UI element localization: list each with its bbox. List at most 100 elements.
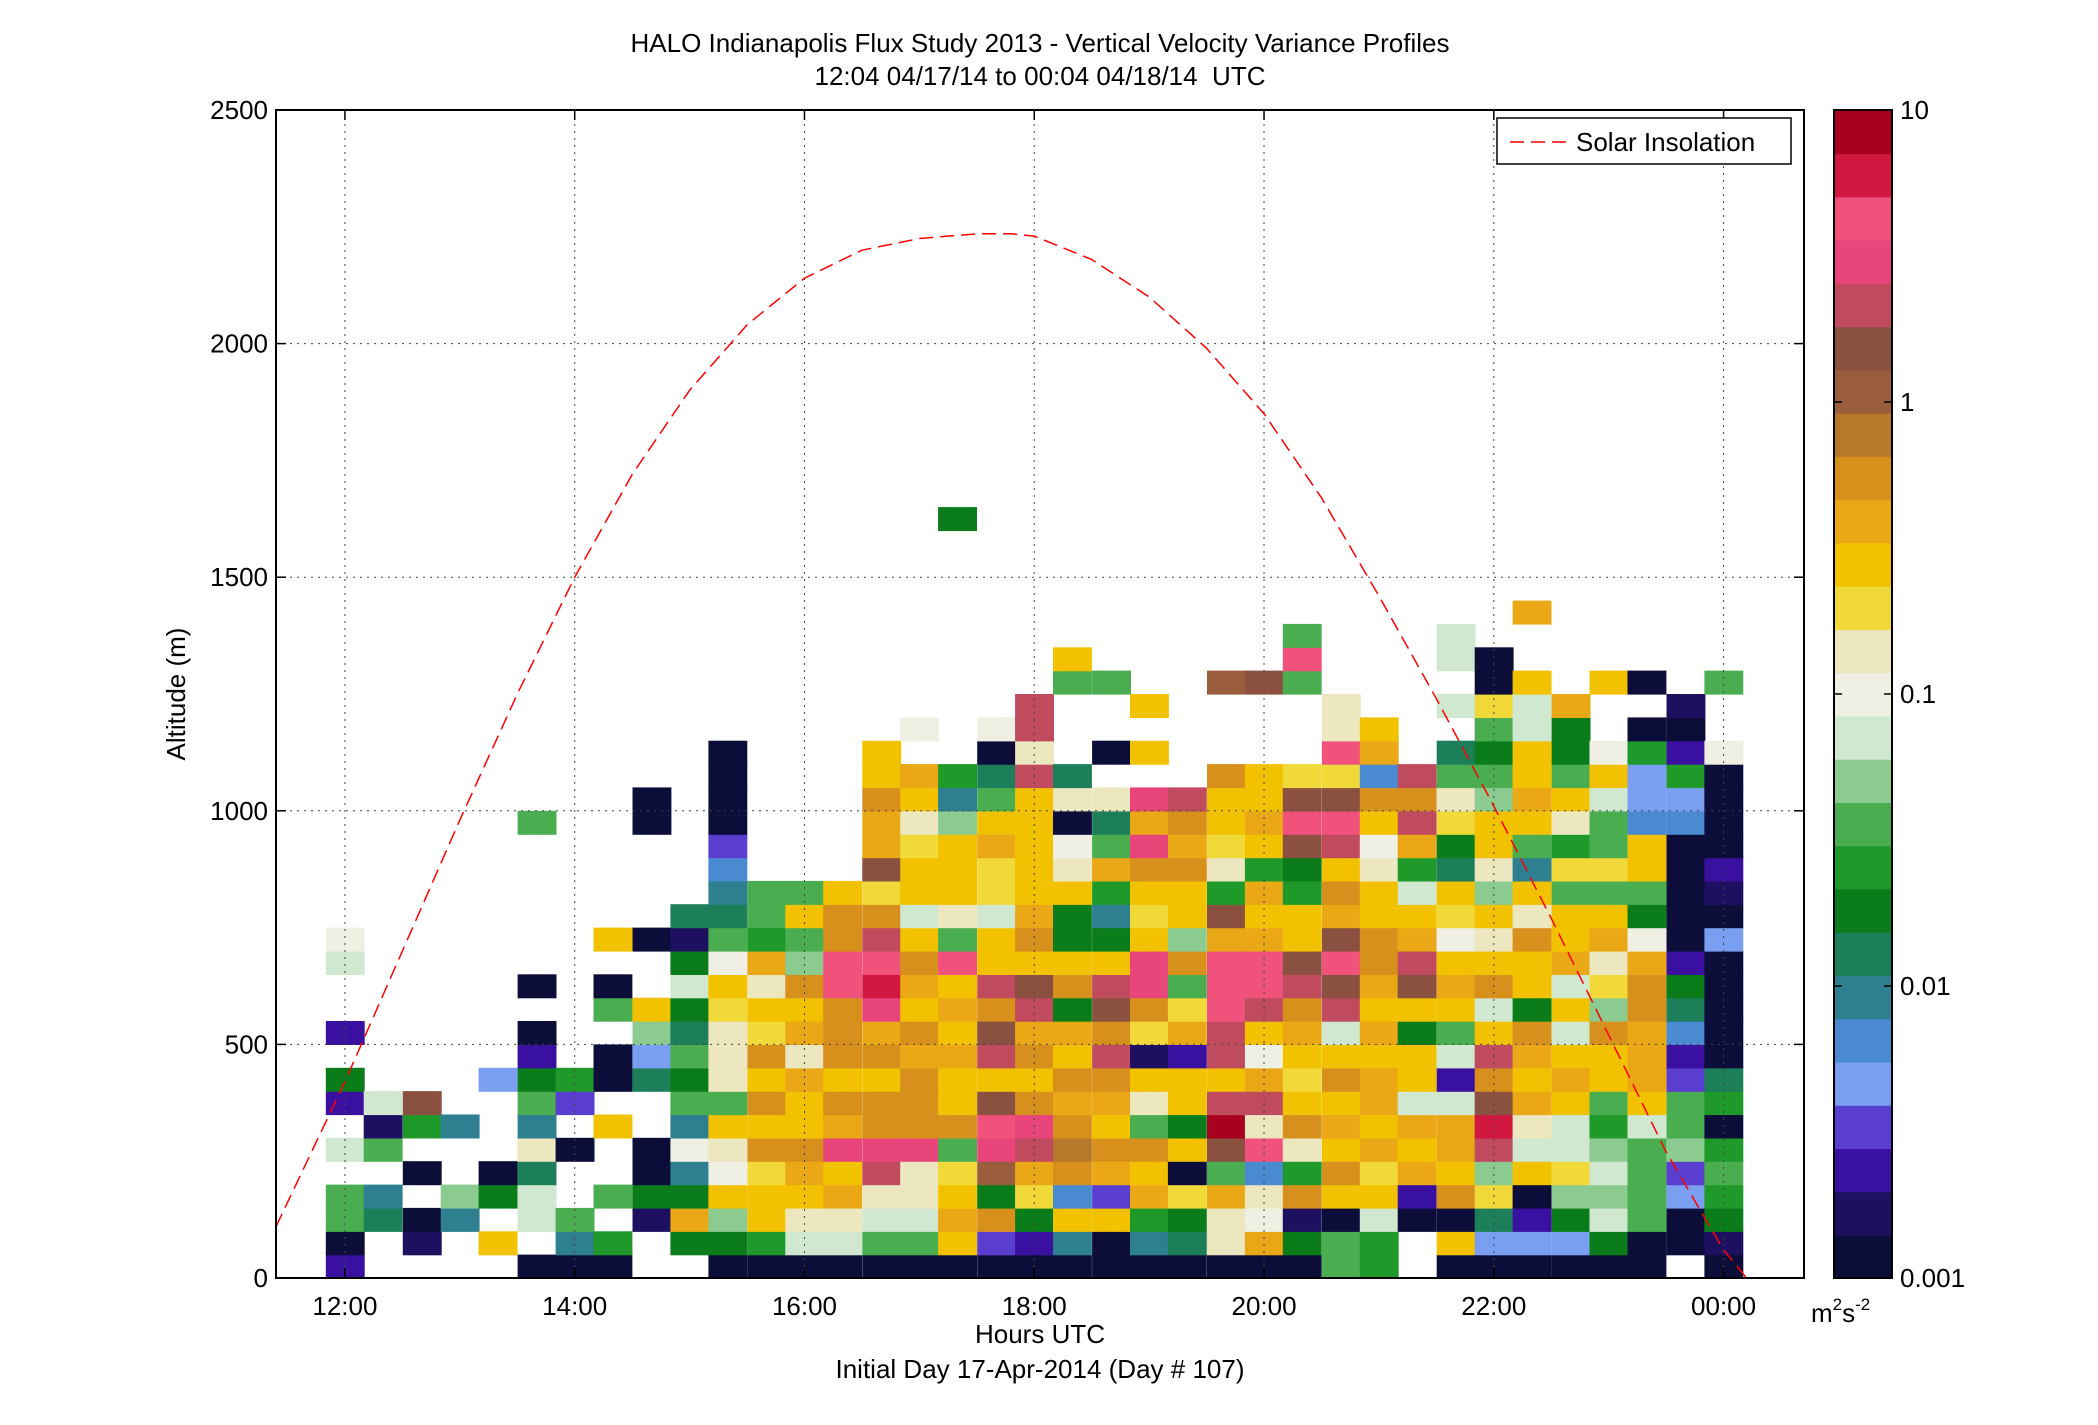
heatmap-cell [1551,717,1591,742]
heatmap-cell [670,1044,710,1069]
x-axis-label: Hours UTC [975,1319,1105,1349]
heatmap-cell [785,1067,825,1092]
heatmap-cell [708,904,748,929]
heatmap-cell [938,1021,977,1045]
heatmap-cell [900,904,940,929]
heatmap-cell [1704,1137,1744,1162]
heatmap-cell [1167,904,1207,929]
heatmap-cell [708,1067,748,1092]
heatmap-cell [1092,1044,1131,1069]
heatmap-cell [1512,764,1552,789]
heatmap-cell [1130,740,1169,765]
heatmap-cell [1666,904,1706,929]
heatmap-cell [1436,1021,1476,1045]
heatmap-cell [1589,1114,1629,1139]
heatmap-cell [1589,927,1629,952]
heatmap-cell [402,1114,442,1139]
heatmap-cell [1282,1207,1322,1232]
heatmap-cell [1282,764,1322,789]
heatmap-cell [1666,717,1706,742]
heatmap-cell [593,1114,633,1139]
heatmap-cell [1167,997,1207,1022]
heatmap-cell [1359,904,1399,929]
heatmap-cell [1359,1207,1399,1232]
heatmap-cell [1282,951,1322,975]
heatmap-cell [1282,974,1322,999]
unit-base: m [1811,1298,1833,1328]
heatmap-cell [1512,1044,1552,1069]
heatmap-cell [1359,880,1399,905]
heatmap-cell [517,1137,557,1162]
heatmap-cell [938,1091,977,1116]
heatmap-cell [1092,1137,1131,1162]
heatmap-cell [1282,997,1322,1022]
heatmap-cell [938,1067,977,1092]
axis-ticks: 12:00 14:00 16:00 18:00 20:00 22:00 00:00 0 500 1… [210,95,1804,1321]
heatmap-cell [670,927,710,952]
heatmap-cell [1207,1137,1246,1162]
heatmap-cell [517,974,557,999]
heatmap-cell [1130,810,1169,835]
heatmap-cell [1436,834,1476,859]
heatmap-cell [1282,787,1322,812]
heatmap-cell [1282,880,1322,905]
heatmap-cell [363,1207,403,1232]
heatmap-cell [1359,787,1399,812]
heatmap-cell [1053,1067,1092,1092]
heatmap-cell [1512,904,1552,929]
heatmap-cell [1436,764,1476,789]
heatmap-cell [977,1207,1017,1232]
heatmap-cell [1589,1044,1629,1069]
heatmap-cell [823,1021,863,1045]
heatmap-cell [747,927,787,952]
heatmap-cell [1207,1021,1246,1045]
heatmap-cell [1512,1114,1552,1139]
colorbar-unit-label: m2s-2 [1811,1295,1870,1328]
colorbar-swatch [1834,326,1892,371]
heatmap-cell [1053,834,1092,859]
heatmap-cell [593,1184,633,1209]
heatmap-cell [1436,1161,1476,1186]
heatmap-cell [1207,1067,1246,1092]
heatmap-cell [938,880,977,905]
heatmap-cell [632,787,672,812]
heatmap-cell [1359,1067,1399,1092]
heatmap-cell [1321,1207,1361,1232]
y-tick-label: 2500 [210,95,268,125]
heatmap-cell [977,1254,1017,1279]
heatmap-cell [1092,1067,1131,1092]
heatmap-cell [1053,1184,1092,1209]
heatmap-cell [747,1184,787,1209]
heatmap-cell [1666,740,1706,765]
heatmap-cell [862,1231,902,1256]
heatmap-cell [670,904,710,929]
heatmap-cell [1282,1161,1322,1186]
heatmap-cell [1666,810,1706,835]
heatmap-cell [1666,694,1706,718]
heatmap-cell [1589,787,1629,812]
heatmap-cell [1207,810,1246,835]
heatmap-cell [823,1091,863,1116]
heatmap-cell [632,997,672,1022]
heatmap-cell [1397,927,1437,952]
heatmap-cell [1207,1114,1246,1139]
heatmap-cell [1436,927,1476,952]
heatmap-cell [1130,904,1169,929]
heatmap-cell [670,1021,710,1045]
heatmap-cell [1666,951,1706,975]
heatmap-cell [1130,974,1169,999]
heatmap-cell [977,904,1017,929]
heatmap-cell [1359,1161,1399,1186]
heatmap-cell [517,1161,557,1186]
heatmap-cell [1666,834,1706,859]
heatmap-cell [1704,997,1744,1022]
heatmap-cell [325,927,365,952]
heatmap-cell [402,1091,442,1116]
heatmap-cell [823,1254,863,1279]
heatmap-cell [1130,1161,1169,1186]
heatmap-cell [1512,927,1552,952]
heatmap-cell [440,1207,480,1232]
heatmap-cell [900,880,940,905]
heatmap-cell [900,810,940,835]
colorbar-swatch [1834,1105,1892,1150]
